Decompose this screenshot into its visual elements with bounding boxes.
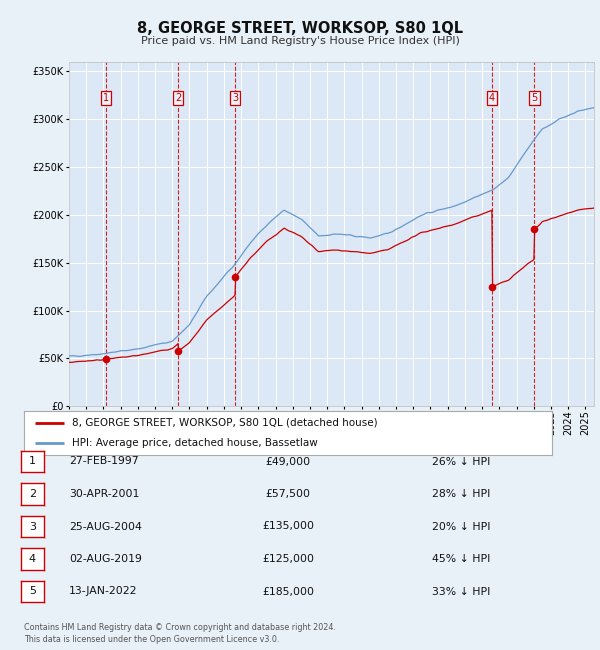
Text: 4: 4 [29,554,36,564]
Text: £49,000: £49,000 [265,456,311,467]
Text: 02-AUG-2019: 02-AUG-2019 [69,554,142,564]
Text: 1: 1 [29,456,36,467]
Text: 4: 4 [489,93,495,103]
Text: 8, GEORGE STREET, WORKSOP, S80 1QL: 8, GEORGE STREET, WORKSOP, S80 1QL [137,21,463,36]
Text: HPI: Average price, detached house, Bassetlaw: HPI: Average price, detached house, Bass… [71,438,317,448]
Text: 5: 5 [29,586,36,597]
Text: £57,500: £57,500 [265,489,311,499]
Text: £125,000: £125,000 [262,554,314,564]
Text: 30-APR-2001: 30-APR-2001 [69,489,139,499]
Text: 28% ↓ HPI: 28% ↓ HPI [432,489,490,499]
Text: 5: 5 [532,93,538,103]
Text: £135,000: £135,000 [262,521,314,532]
Text: 3: 3 [29,521,36,532]
Text: 25-AUG-2004: 25-AUG-2004 [69,521,142,532]
Text: 8, GEORGE STREET, WORKSOP, S80 1QL (detached house): 8, GEORGE STREET, WORKSOP, S80 1QL (deta… [71,418,377,428]
Text: 20% ↓ HPI: 20% ↓ HPI [432,521,491,532]
Text: 26% ↓ HPI: 26% ↓ HPI [432,456,490,467]
Text: 13-JAN-2022: 13-JAN-2022 [69,586,137,597]
Text: 27-FEB-1997: 27-FEB-1997 [69,456,139,467]
Text: Contains HM Land Registry data © Crown copyright and database right 2024.: Contains HM Land Registry data © Crown c… [24,623,336,632]
Text: £185,000: £185,000 [262,586,314,597]
Text: This data is licensed under the Open Government Licence v3.0.: This data is licensed under the Open Gov… [24,634,280,644]
Text: 2: 2 [29,489,36,499]
Text: 45% ↓ HPI: 45% ↓ HPI [432,554,490,564]
Text: 3: 3 [232,93,238,103]
Text: Price paid vs. HM Land Registry's House Price Index (HPI): Price paid vs. HM Land Registry's House … [140,36,460,46]
Text: 1: 1 [103,93,109,103]
Text: 2: 2 [175,93,181,103]
Text: 33% ↓ HPI: 33% ↓ HPI [432,586,490,597]
